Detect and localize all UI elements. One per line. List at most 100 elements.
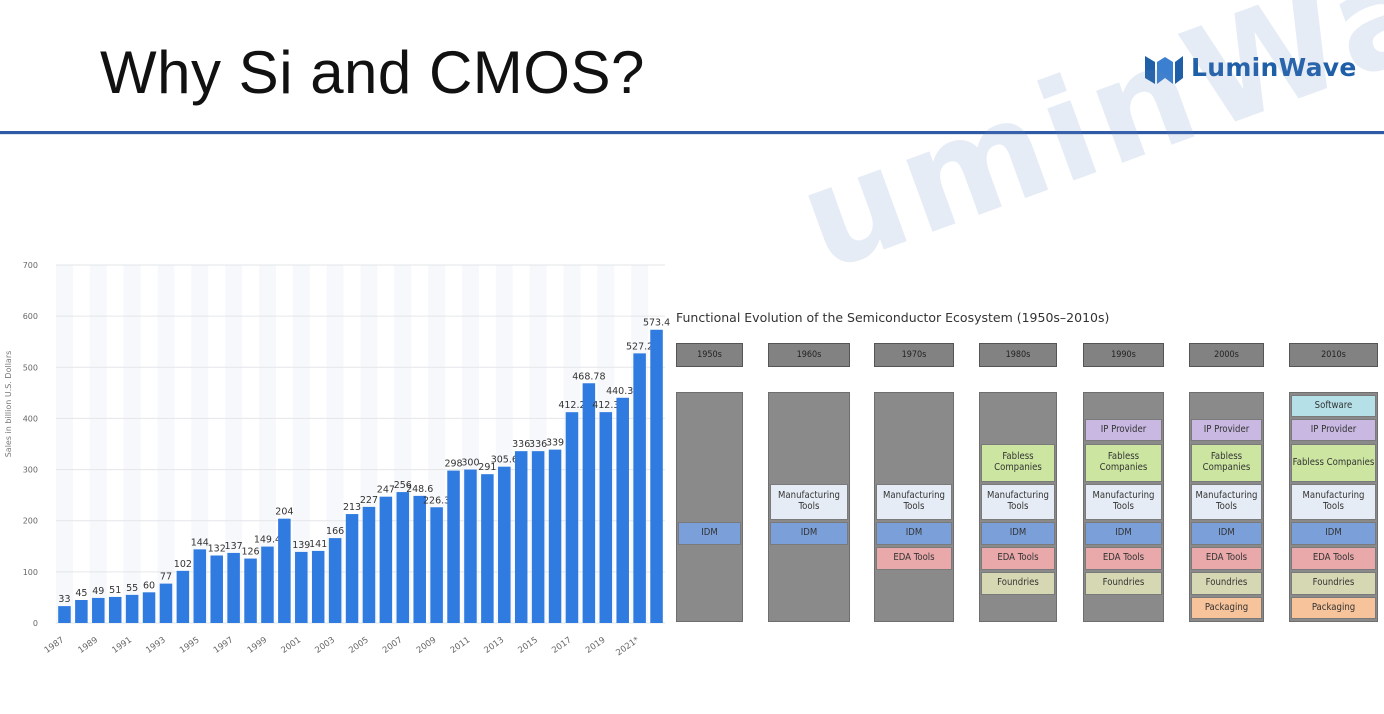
chart-x-tick-label: 2003 [313,635,336,656]
eco-foundries-1990s: Foundries [1085,572,1162,595]
eco-software-2010s: Software [1291,395,1376,417]
chart-bar [599,412,613,623]
chart-column-shade [326,265,344,623]
chart-bar [413,495,426,623]
chart-data-label: 248.6 [406,484,433,495]
chart-y-tick-label: 200 [23,517,38,526]
eco-ip-2010s: IP Provider [1291,419,1376,441]
eco-eda-1990s: EDA Tools [1085,547,1162,570]
eco-foundries-2010s: Foundries [1291,572,1376,595]
era-header-1950s: 1950s [676,343,743,367]
eco-mfg-1980s: Manufacturing Tools [981,484,1055,520]
chart-data-label: 141 [309,539,327,550]
eco-foundries-1980s: Foundries [981,572,1055,595]
chart-data-label: 126 [241,547,259,558]
chart-data-label: 139 [292,540,310,551]
logo-mark-icon [1145,56,1183,84]
era-header-2010s: 2010s [1289,343,1378,367]
chart-bar [92,597,105,623]
chart-bar [193,549,207,623]
eco-eda-2010s: EDA Tools [1291,547,1376,570]
chart-x-tick-label: 2009 [415,635,438,656]
era-header-1960s: 1960s [768,343,850,367]
chart-bar [159,583,173,623]
header-divider-shadow [0,134,1384,135]
eco-idm-2000s: IDM [1191,522,1262,545]
chart-bar [531,451,545,623]
chart-bar [514,451,528,623]
chart-data-label: 291 [478,462,496,473]
chart-data-label: 213 [343,502,361,513]
chart-x-tick-label: 1995 [178,635,201,656]
eco-fabless-2000s: Fabless Companies [1191,444,1262,482]
chart-bar [58,606,71,623]
chart-bar [548,449,562,623]
chart-column-shade [292,265,310,623]
chart-x-tick-label: 2011 [449,635,472,656]
eco-idm-1970s: IDM [876,522,952,545]
chart-data-label: 336 [512,439,530,450]
chart-x-tick-label: 2019 [584,635,607,656]
chart-bar [142,592,156,623]
chart-data-label: 336 [529,439,547,450]
chart-x-tick-label: 2001 [280,635,303,656]
eco-eda-1980s: EDA Tools [981,547,1055,570]
era-header-2000s: 2000s [1189,343,1264,367]
chart-bar [362,506,376,623]
chart-data-label: 226.3 [423,495,450,506]
eco-idm-1960s: IDM [770,522,848,545]
header-divider [0,131,1384,134]
eco-fabless-1980s: Fabless Companies [981,444,1055,482]
brand-logo: LuminWave [1143,52,1373,92]
chart-bar [650,329,663,623]
chart-data-label: 45 [75,588,87,599]
chart-data-label: 132 [208,543,226,554]
chart-y-tick-label: 400 [23,414,38,423]
chart-column-shade [259,265,276,623]
eco-mfg-2010s: Manufacturing Tools [1291,484,1376,520]
chart-data-label: 166 [326,526,344,537]
chart-bar [447,470,460,623]
chart-data-label: 33 [58,594,70,605]
chart-column-shade [89,265,107,623]
chart-data-label: 256 [394,480,412,491]
sales-bar-chart: 0 100 200 300 400 500 600 700 Sales in billion U… [4,261,670,658]
chart-data-label: 137 [225,541,243,552]
chart-x-tick-label: 1991 [110,635,133,656]
chart-y-tick-label: 500 [23,363,38,372]
eco-packaging-2010s: Packaging [1291,597,1376,619]
chart-y-tick-label: 0 [33,619,38,628]
chart-bar [582,383,596,623]
era-header-1980s: 1980s [979,343,1057,367]
chart-bar [498,466,511,623]
chart-bar [125,594,139,623]
chart-bar [261,546,274,623]
chart-bar [108,596,122,623]
chart-bar [244,558,257,623]
chart-bar [311,550,325,623]
eco-mfg-1990s: Manufacturing Tools [1085,484,1162,520]
chart-column-shade [225,265,243,623]
chart-data-label: 298 [444,459,462,470]
chart-x-tick-label: 1989 [77,635,100,656]
chart-bar [430,507,443,623]
chart-data-label: 204 [275,507,293,518]
chart-x-tick-label: 1997 [212,635,235,656]
chart-data-label: 305.6 [491,455,518,466]
chart-y-tick-label: 100 [23,568,38,577]
eco-fabless-2010s: Fabless Companies [1291,444,1376,482]
chart-bar [295,551,308,623]
eco-mfg-2000s: Manufacturing Tools [1191,484,1262,520]
chart-column-shade [123,265,141,623]
eco-ip-2000s: IP Provider [1191,419,1262,441]
chart-data-label: 300 [461,458,479,469]
chart-bar [633,353,646,623]
chart-data-label: 227 [360,495,378,506]
chart-data-label: 527.2 [626,341,653,352]
chart-bar [176,570,190,623]
chart-bar [565,412,579,623]
chart-data-label: 55 [126,583,138,594]
chart-x-tick-label: 2017 [550,635,573,656]
era-column-1950s [676,392,743,622]
chart-column-shade [56,265,73,623]
